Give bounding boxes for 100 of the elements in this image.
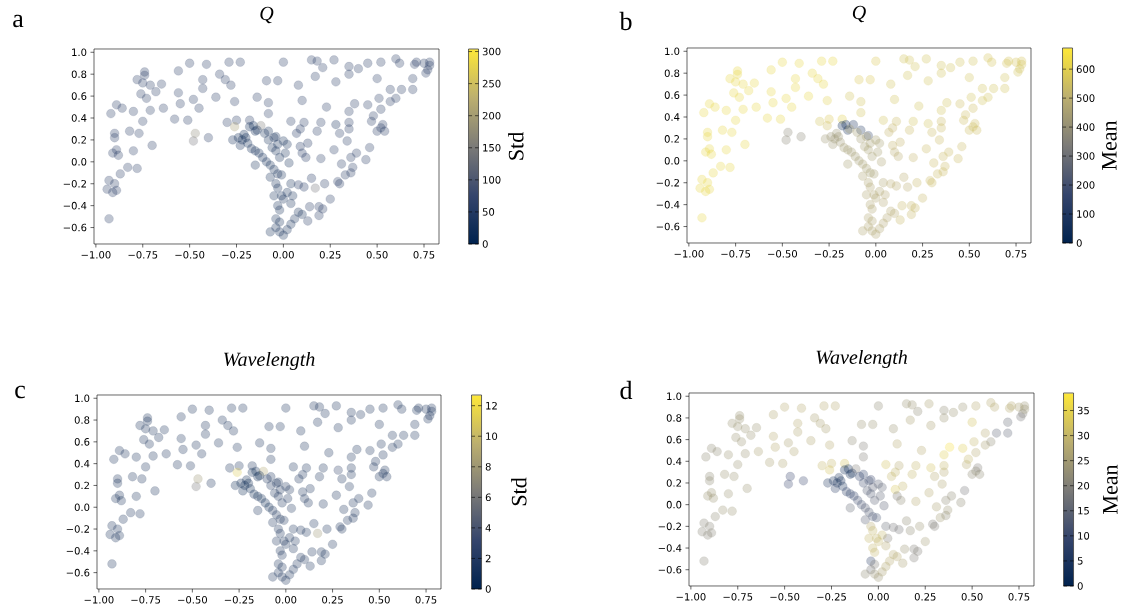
x-tick-label: 0.00 [865, 250, 887, 258]
color-bar-label: 25 [1077, 456, 1089, 465]
x-tick-label: −0.75 [131, 596, 161, 604]
x-tick-label: 0.75 [415, 596, 437, 604]
x-tick-label: 0.75 [1005, 250, 1027, 258]
y-tick-label: 0.2 [666, 479, 681, 487]
color-bar-label: 200 [1076, 181, 1095, 189]
y-tick-label: −0.2 [63, 179, 86, 188]
color-bar-label: 15 [1078, 507, 1089, 515]
y-tick-label: −0.2 [656, 178, 679, 187]
chart-title: Q [260, 6, 274, 24]
chart-title: Wavelength [816, 349, 907, 369]
color-bar-label: 600 [1076, 65, 1095, 73]
x-tick-label: −0.25 [224, 596, 254, 604]
color-bar-label: 5 [1077, 557, 1083, 565]
y-tick-label: 1.0 [75, 394, 90, 403]
color-bar-label: 0 [1076, 239, 1082, 247]
x-tick-label: 0.50 [368, 596, 390, 604]
x-tick-label: 0.25 [914, 593, 936, 601]
color-bar-label: 50 [482, 208, 495, 216]
y-tick-label: 0.0 [74, 503, 90, 512]
y-tick-label: 0.4 [666, 457, 682, 466]
y-tick-label: −0.6 [63, 223, 87, 232]
x-tick-label: 0.50 [961, 593, 983, 601]
y-tick-label: −0.2 [658, 522, 681, 531]
y-tick-label: 0.2 [74, 481, 89, 490]
y-tick-label: −0.4 [63, 201, 87, 210]
x-tick-label: 0.25 [319, 251, 341, 259]
text: a [13, 14, 24, 28]
y-tick-label: 1.0 [72, 48, 87, 57]
x-tick-label: −1.00 [84, 596, 114, 604]
x-tick-label: 0.00 [867, 593, 889, 601]
x-tick-label: 0.75 [413, 251, 435, 259]
x-tick-label: −0.50 [768, 250, 798, 258]
y-tick-label: 0.6 [664, 91, 680, 99]
y-tick-label: 0.0 [666, 500, 682, 509]
color-bar-label: 0 [1077, 582, 1083, 590]
text: d [620, 380, 633, 400]
y-tick-label: 0.2 [71, 136, 86, 144]
y-tick-label: 0.8 [666, 414, 682, 422]
x-tick-label: 0.00 [272, 251, 294, 259]
x-tick-label: −1.00 [674, 250, 704, 258]
y-tick-label: 0.8 [74, 416, 90, 424]
y-tick-label: 0.6 [74, 438, 90, 446]
x-tick-label: 0.75 [1008, 593, 1030, 601]
x-tick-label: −0.25 [222, 251, 251, 259]
y-tick-label: 0.4 [664, 113, 680, 121]
y-tick-label: 0.0 [664, 157, 680, 165]
y-tick-label: 1.0 [667, 392, 682, 401]
color-bar-label: 250 [482, 79, 501, 88]
x-tick-label: 0.25 [322, 596, 343, 604]
color-bar-label: 100 [1077, 210, 1095, 218]
x-tick-label: −1.00 [676, 593, 706, 601]
chart-title: Q [852, 5, 866, 23]
text: c [15, 385, 25, 399]
y-tick-label: −0.4 [66, 547, 90, 555]
y-tick-label: 0.4 [74, 459, 90, 468]
y-tick-label: 0.8 [71, 70, 87, 78]
x-tick-label: 0.50 [958, 250, 980, 258]
color-bar-label: 8 [485, 462, 491, 471]
y-tick-label: −0.6 [658, 565, 682, 574]
color-bar-label: 2 [485, 554, 491, 563]
x-tick-label: 0.50 [366, 251, 388, 259]
y-tick-label: −0.6 [656, 222, 680, 231]
x-tick-label: −0.50 [178, 596, 208, 604]
color-bar-label: 300 [1076, 152, 1095, 160]
color-bar-label: 150 [483, 143, 501, 152]
y-tick-label: −0.6 [66, 568, 90, 577]
y-tick-label: 0.2 [664, 135, 679, 143]
y-tick-label: −0.4 [658, 544, 682, 552]
x-tick-label: −0.25 [817, 593, 846, 601]
y-tick-label: 0.4 [71, 114, 87, 122]
color-bar-label: 12 [486, 401, 497, 410]
color-bar-label: 30 [1077, 431, 1090, 440]
y-tick-label: 0.0 [71, 158, 87, 166]
x-tick-label: 0.00 [275, 596, 297, 604]
y-tick-label: 0.6 [666, 435, 682, 444]
color-bar-label: 10 [486, 432, 498, 441]
x-tick-label: −0.25 [814, 250, 844, 258]
color-bar-title: Std [508, 132, 524, 160]
x-tick-label: −0.50 [770, 593, 800, 601]
x-tick-label: 0.25 [912, 250, 933, 258]
x-tick-label: −1.00 [81, 251, 111, 259]
y-tick-label: 0.8 [664, 69, 680, 77]
color-bar-label: 6 [485, 493, 491, 502]
color-bar-label: 0 [485, 585, 491, 593]
text: b [619, 11, 632, 31]
color-bar-label: 300 [482, 47, 501, 56]
color-bar-label: 20 [1077, 481, 1090, 490]
x-tick-label: −0.75 [723, 593, 753, 601]
y-tick-label: 1.0 [665, 47, 680, 56]
y-tick-label: −0.2 [66, 525, 89, 533]
color-bar-label: 500 [1076, 94, 1095, 102]
y-tick-label: 0.6 [71, 92, 87, 100]
x-tick-label: −0.75 [128, 251, 158, 259]
color-bar-label: 200 [482, 111, 501, 120]
color-bar-label: 10 [1078, 532, 1090, 540]
color-bar-label: 0 [482, 240, 488, 248]
color-bar-label: 100 [483, 176, 501, 184]
color-bar-label: 400 [1076, 123, 1095, 131]
